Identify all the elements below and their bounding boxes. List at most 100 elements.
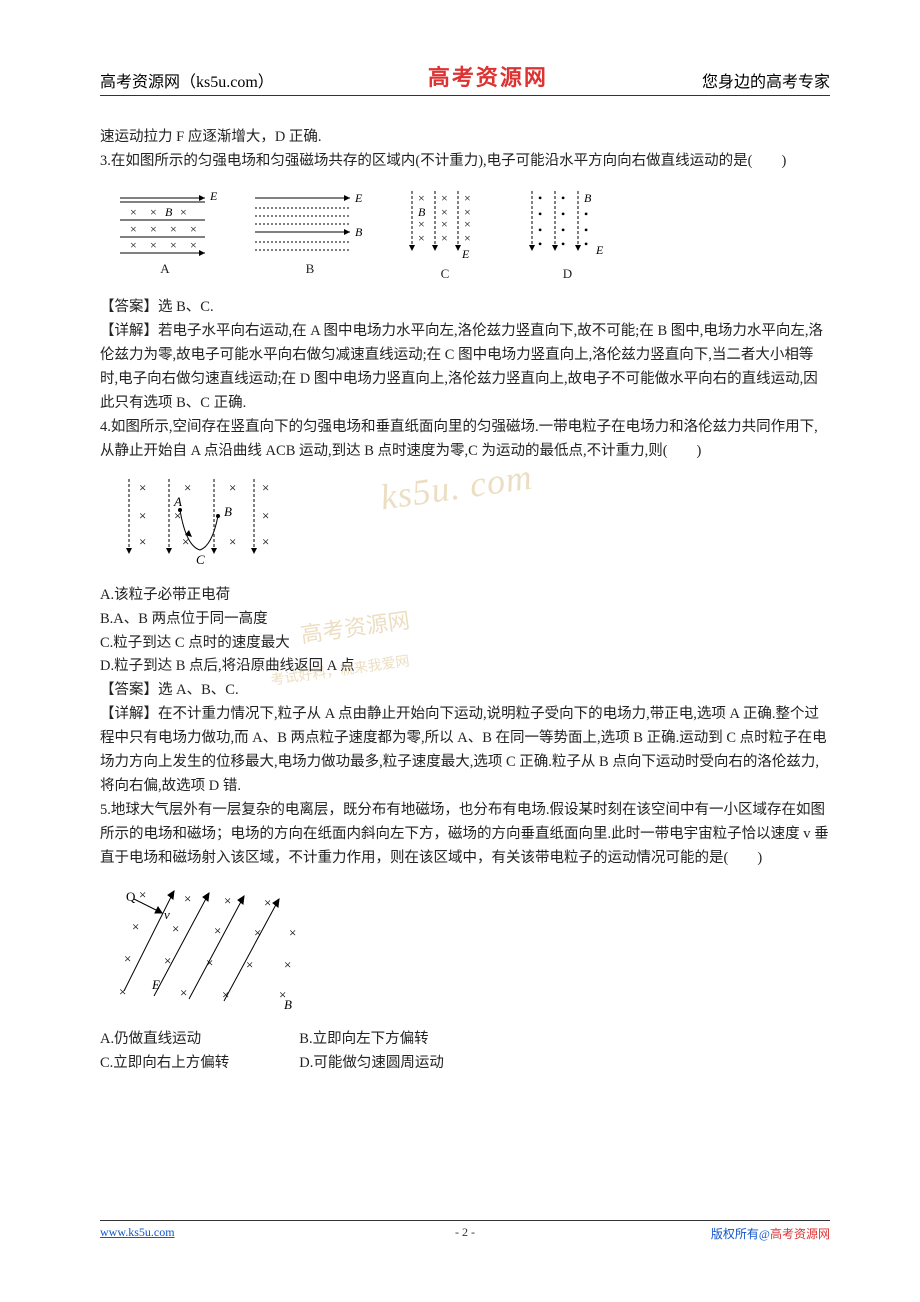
q4-explanation: 【详解】在不计重力情况下,粒子从 A 点由静止开始向下运动,说明粒子受向下的电场… (100, 703, 830, 799)
svg-text:×: × (119, 984, 126, 999)
svg-text:v: v (164, 907, 170, 922)
footer-url[interactable]: www.ks5u.com (100, 1225, 175, 1242)
q3-label-d: D (520, 263, 615, 284)
page-footer: www.ks5u.com - 2 - 版权所有@高考资源网 (100, 1220, 830, 1242)
svg-text:•: • (584, 207, 588, 221)
svg-text:B: B (284, 997, 292, 1011)
svg-text:E: E (151, 977, 160, 992)
svg-text:×: × (164, 953, 171, 968)
q5-option-a: A.仍做直线运动 (100, 1028, 229, 1052)
header-center-logo: 高考资源网 (428, 60, 548, 92)
svg-text:×: × (184, 891, 191, 906)
svg-text:B: B (165, 205, 173, 219)
svg-text:×: × (229, 480, 236, 495)
svg-text:×: × (130, 222, 137, 236)
svg-text:×: × (246, 957, 253, 972)
svg-text:E: E (595, 243, 604, 257)
svg-text:×: × (229, 534, 236, 549)
svg-text:A: A (173, 494, 182, 509)
svg-text:×: × (262, 508, 269, 523)
svg-text:×: × (132, 919, 139, 934)
q3-answer: 【答案】选 B、C. (100, 296, 830, 320)
svg-text:×: × (190, 222, 197, 236)
q4-answer: 【答案】选 A、B、C. (100, 679, 830, 703)
svg-text:×: × (418, 191, 425, 205)
q5-option-d: D.可能做匀速圆周运动 (299, 1052, 444, 1076)
svg-text:×: × (139, 534, 146, 549)
q4-option-b: B.A、B 两点位于同一高度 (100, 608, 830, 632)
svg-text:•: • (538, 237, 542, 251)
svg-text:•: • (538, 191, 542, 205)
svg-text:×: × (441, 191, 448, 205)
header-left: 高考资源网（ks5u.com） (100, 68, 274, 92)
q4-option-c: C.粒子到达 C 点时的速度最大 (100, 632, 830, 656)
svg-text:×: × (170, 222, 177, 236)
svg-text:×: × (170, 238, 177, 252)
q3-label-b: B (250, 258, 370, 279)
svg-text:×: × (184, 480, 191, 495)
svg-text:×: × (224, 893, 231, 908)
q3-figure-d: ••B ••• ••• ••• E D (520, 186, 615, 284)
svg-text:•: • (538, 207, 542, 221)
svg-text:×: × (289, 925, 296, 940)
svg-text:×: × (441, 231, 448, 245)
header-right: 您身边的高考专家 (702, 68, 830, 92)
footer-right-link[interactable]: 高考资源网 (770, 1227, 830, 1241)
q3-figure-a: E ××B× ×××× ×××× A (110, 186, 220, 284)
footer-page-number: - 2 - (455, 1225, 475, 1240)
q3-figure-b: E B B (250, 186, 370, 284)
svg-text:×: × (124, 951, 131, 966)
svg-text:•: • (561, 223, 565, 237)
svg-text:•: • (538, 223, 542, 237)
svg-text:×: × (150, 238, 157, 252)
svg-text:C: C (196, 552, 205, 567)
q3-label-c: C (400, 263, 490, 284)
svg-text:×: × (182, 534, 189, 549)
svg-text:×: × (180, 985, 187, 1000)
svg-text:×: × (254, 925, 261, 940)
svg-text:×: × (150, 222, 157, 236)
svg-text:×: × (150, 205, 157, 219)
document-body: 速运动拉力 F 应逐渐增大，D 正确. 3.在如图所示的匀强电场和匀强磁场共存的… (100, 126, 830, 1075)
svg-text:•: • (584, 237, 588, 251)
svg-text:E: E (461, 247, 470, 261)
svg-text:×: × (264, 895, 271, 910)
question-5-stem: 5.地球大气层外有一层复杂的电离层，既分布有地磁场，也分布有电场.假设某时刻在该… (100, 799, 830, 871)
q4-figure: ×××× A ××B× ××C×× (114, 474, 830, 578)
question-4-stem: 4.如图所示,空间存在竖直向下的匀强电场和垂直纸面向里的匀强磁场.一带电粒子在电… (100, 416, 830, 464)
q5-option-b: B.立即向左下方偏转 (299, 1028, 444, 1052)
question-3-stem: 3.在如图所示的匀强电场和匀强磁场共存的区域内(不计重力),电子可能沿水平方向向… (100, 150, 830, 174)
svg-text:×: × (464, 191, 471, 205)
svg-text:•: • (561, 191, 565, 205)
page-header: 高考资源网（ks5u.com） 高考资源网 您身边的高考专家 (100, 60, 830, 96)
q5-figure: ×Q ××× ××××× ××××× E ×××× B v (114, 881, 830, 1020)
svg-text:×: × (180, 205, 187, 219)
svg-text:Q: Q (126, 889, 136, 904)
svg-text:E: E (354, 191, 363, 205)
svg-text:×: × (172, 921, 179, 936)
svg-text:×: × (130, 205, 137, 219)
svg-text:×: × (262, 480, 269, 495)
svg-text:B: B (584, 191, 592, 205)
svg-text:×: × (190, 238, 197, 252)
svg-text:B: B (224, 504, 232, 519)
svg-text:E: E (209, 189, 218, 203)
svg-text:×: × (464, 231, 471, 245)
svg-text:×: × (130, 238, 137, 252)
svg-text:•: • (584, 223, 588, 237)
svg-text:×: × (139, 508, 146, 523)
svg-text:×: × (206, 955, 213, 970)
svg-text:×: × (139, 480, 146, 495)
q4-option-a: A.该粒子必带正电荷 (100, 584, 830, 608)
q4-option-d: D.粒子到达 B 点后,将沿原曲线返回 A 点 (100, 655, 830, 679)
svg-text:×: × (441, 217, 448, 231)
svg-text:×: × (214, 923, 221, 938)
q3-figures: E ××B× ×××× ×××× A (110, 186, 830, 284)
q3-explanation: 【详解】若电子水平向右运动,在 A 图中电场力水平向左,洛伦兹力竖直向下,故不可… (100, 320, 830, 416)
svg-text:×: × (139, 887, 146, 902)
svg-text:×: × (418, 217, 425, 231)
svg-text:×: × (464, 217, 471, 231)
footer-copyright: 版权所有@高考资源网 (711, 1225, 830, 1242)
svg-text:×: × (262, 534, 269, 549)
svg-text:×: × (418, 231, 425, 245)
